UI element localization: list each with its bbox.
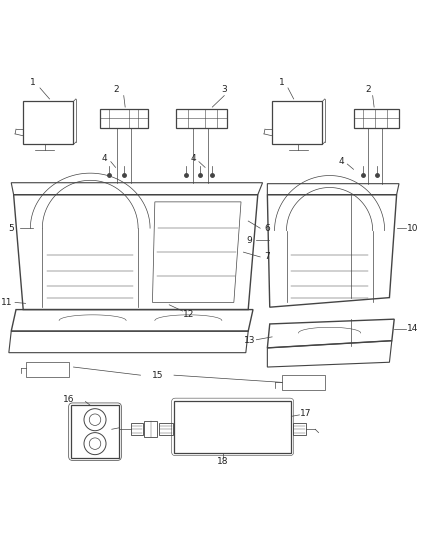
Text: 3: 3	[221, 85, 227, 94]
Text: 17: 17	[300, 409, 311, 418]
Text: 12: 12	[183, 310, 194, 319]
Text: 7: 7	[265, 253, 270, 261]
Text: 6: 6	[265, 224, 270, 233]
Text: 4: 4	[339, 157, 344, 166]
Text: 9: 9	[247, 236, 253, 245]
Text: 1: 1	[30, 78, 35, 87]
Text: 11: 11	[1, 298, 12, 307]
Text: 18: 18	[217, 457, 229, 466]
Text: 4: 4	[102, 154, 107, 163]
Text: 4: 4	[191, 154, 196, 163]
Text: 2: 2	[114, 85, 120, 94]
Text: 15: 15	[152, 370, 163, 379]
Text: 10: 10	[406, 224, 418, 233]
Text: 13: 13	[244, 336, 255, 345]
Text: 16: 16	[63, 394, 74, 403]
Text: 1: 1	[279, 78, 285, 87]
Text: 14: 14	[407, 324, 418, 333]
Text: 5: 5	[8, 224, 14, 233]
Text: 2: 2	[365, 85, 371, 94]
